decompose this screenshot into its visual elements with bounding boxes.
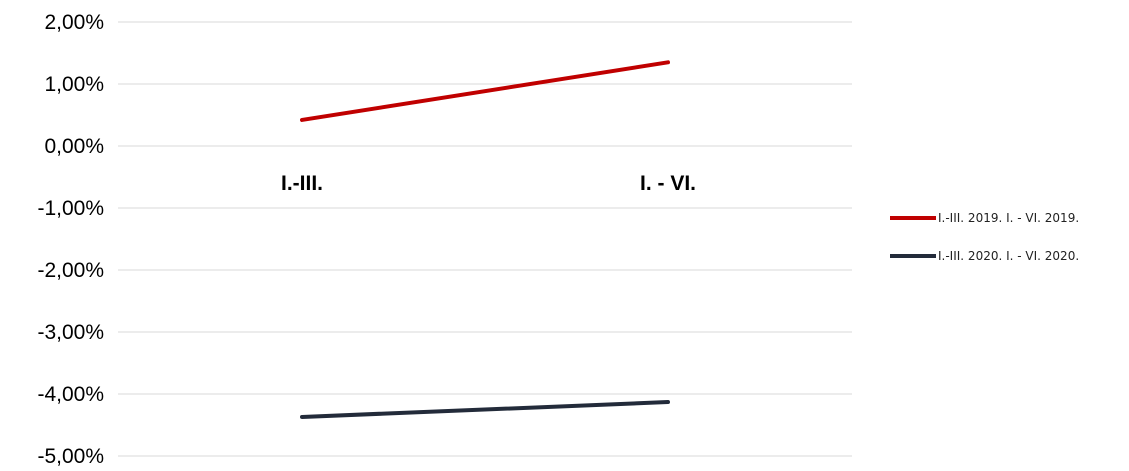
y-tick-label: -3,00% (37, 321, 104, 344)
y-tick-label: -2,00% (37, 259, 104, 282)
y-tick-label: -4,00% (37, 383, 104, 406)
y-tick-label: 0,00% (44, 135, 104, 158)
y-tick-label: -1,00% (37, 197, 104, 220)
x-tick-label: I. - VI. (640, 172, 696, 195)
y-tick-label: -5,00% (37, 445, 104, 468)
legend-item-label: I.-III. 2020. I. - VI. 2020. (938, 249, 1079, 263)
x-tick-label: I.-III. (281, 172, 323, 195)
legend-item-label: I.-III. 2019. I. - VI. 2019. (938, 211, 1079, 225)
y-tick-label: 2,00% (44, 11, 104, 34)
series-line-0 (300, 60, 670, 122)
series-line-1 (300, 400, 670, 419)
y-tick-label: 1,00% (44, 73, 104, 96)
